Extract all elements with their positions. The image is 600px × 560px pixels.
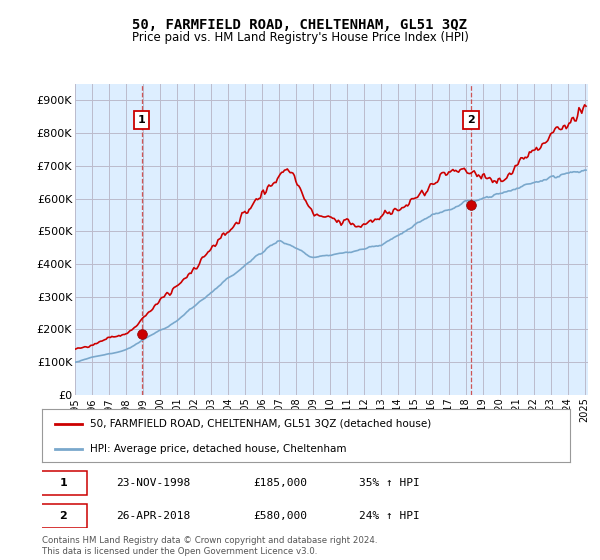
Text: 50, FARMFIELD ROAD, CHELTENHAM, GL51 3QZ (detached house): 50, FARMFIELD ROAD, CHELTENHAM, GL51 3QZ… <box>89 419 431 429</box>
Text: Contains HM Land Registry data © Crown copyright and database right 2024.
This d: Contains HM Land Registry data © Crown c… <box>42 536 377 556</box>
Text: 2: 2 <box>467 115 475 125</box>
Text: 2: 2 <box>59 511 67 521</box>
FancyBboxPatch shape <box>40 504 87 528</box>
FancyBboxPatch shape <box>40 470 87 495</box>
Text: HPI: Average price, detached house, Cheltenham: HPI: Average price, detached house, Chel… <box>89 444 346 454</box>
Text: £580,000: £580,000 <box>253 511 307 521</box>
Text: Price paid vs. HM Land Registry's House Price Index (HPI): Price paid vs. HM Land Registry's House … <box>131 31 469 44</box>
Text: 1: 1 <box>59 478 67 488</box>
Text: 50, FARMFIELD ROAD, CHELTENHAM, GL51 3QZ: 50, FARMFIELD ROAD, CHELTENHAM, GL51 3QZ <box>133 18 467 32</box>
Text: 24% ↑ HPI: 24% ↑ HPI <box>359 511 419 521</box>
Text: 23-NOV-1998: 23-NOV-1998 <box>116 478 190 488</box>
Text: 35% ↑ HPI: 35% ↑ HPI <box>359 478 419 488</box>
Text: 26-APR-2018: 26-APR-2018 <box>116 511 190 521</box>
Text: £185,000: £185,000 <box>253 478 307 488</box>
Text: 1: 1 <box>138 115 145 125</box>
